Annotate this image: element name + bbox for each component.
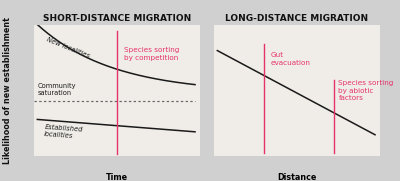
- Text: Species sorting
by competition: Species sorting by competition: [124, 47, 179, 61]
- Text: Likelihood of new establishment: Likelihood of new establishment: [3, 17, 12, 164]
- Text: Time: Time: [106, 173, 128, 181]
- Text: Gut
evacuation: Gut evacuation: [270, 52, 310, 66]
- Text: Species sorting
by abiotic
factors: Species sorting by abiotic factors: [338, 80, 394, 101]
- Title: LONG-DISTANCE MIGRATION: LONG-DISTANCE MIGRATION: [226, 14, 368, 23]
- Title: SHORT-DISTANCE MIGRATION: SHORT-DISTANCE MIGRATION: [43, 14, 191, 23]
- Text: New localities: New localities: [46, 36, 90, 59]
- Text: Distance: Distance: [277, 173, 317, 181]
- Text: Community
saturation: Community saturation: [37, 83, 76, 96]
- Text: Established
localities: Established localities: [44, 124, 83, 139]
